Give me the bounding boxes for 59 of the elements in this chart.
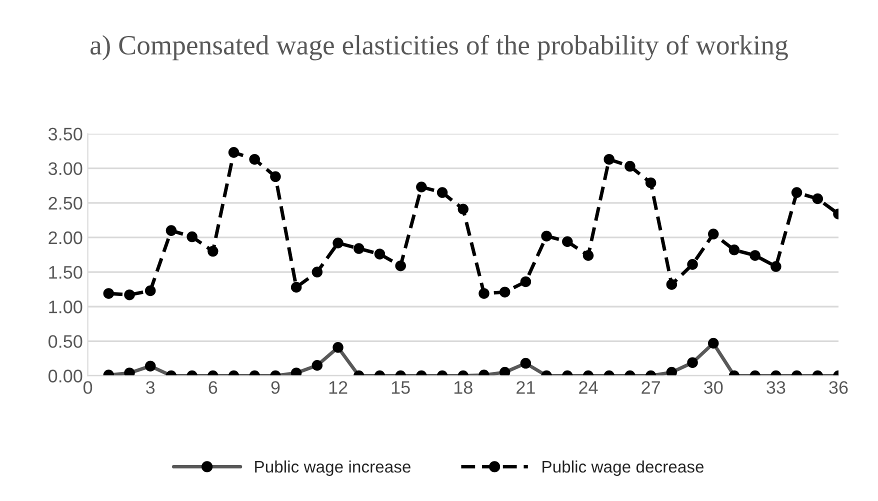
y-tick-label: 1.00 <box>49 300 82 314</box>
point <box>249 154 260 165</box>
y-tick-label: 2.50 <box>48 196 82 210</box>
x-tick-label: 15 <box>392 381 410 394</box>
point <box>144 285 156 296</box>
x-tick-label: 36 <box>829 381 848 394</box>
point <box>290 282 302 293</box>
x-tick-label: 18 <box>454 381 472 394</box>
point <box>103 288 114 299</box>
x-tick-label: 21 <box>516 381 535 394</box>
y-tick-label: 2.00 <box>48 231 82 244</box>
y-tick-label: 1.50 <box>49 266 82 279</box>
point <box>312 266 323 278</box>
point <box>332 238 344 248</box>
y-tick-label: 3.00 <box>48 162 82 176</box>
point <box>458 204 469 215</box>
point <box>228 147 240 158</box>
x-tick-label: 9 <box>271 381 280 394</box>
point <box>374 248 386 260</box>
legend-label: Public wage increase <box>255 460 410 476</box>
point <box>436 187 448 198</box>
legend-label: Public wage decrease <box>542 460 704 476</box>
point <box>624 160 636 172</box>
y-tick-label: 0.00 <box>48 370 82 382</box>
x-tick-label: 6 <box>208 381 218 394</box>
point <box>791 187 802 198</box>
y-tick-label: 3.50 <box>48 128 82 140</box>
point <box>478 288 490 299</box>
point <box>541 230 552 242</box>
point <box>770 261 782 272</box>
x-tick-label: 0 <box>83 381 92 394</box>
point <box>166 225 177 236</box>
point <box>499 286 510 298</box>
point <box>666 279 678 290</box>
point <box>395 260 406 272</box>
point <box>186 231 198 242</box>
point <box>708 228 719 240</box>
point <box>124 289 135 300</box>
point <box>520 276 532 288</box>
point <box>687 259 698 270</box>
chart-title: a) Compensated wage elasticities of the probability of working <box>90 34 788 60</box>
x-tick-label: 24 <box>579 381 598 394</box>
y-tick-label: 0.50 <box>48 335 82 348</box>
point <box>812 193 824 204</box>
x-tick-label: 3 <box>146 381 155 394</box>
x-tick-label: 12 <box>329 381 348 394</box>
x-tick-label: 27 <box>642 381 660 394</box>
point <box>416 182 427 192</box>
point <box>270 171 281 182</box>
x-tick-label: 33 <box>766 381 786 394</box>
point <box>208 246 218 257</box>
point <box>645 177 656 188</box>
x-tick-label: 30 <box>704 381 723 394</box>
point <box>354 243 364 254</box>
point <box>750 250 760 261</box>
point <box>728 244 740 256</box>
point <box>562 236 573 248</box>
point <box>582 250 594 261</box>
point <box>604 154 614 165</box>
